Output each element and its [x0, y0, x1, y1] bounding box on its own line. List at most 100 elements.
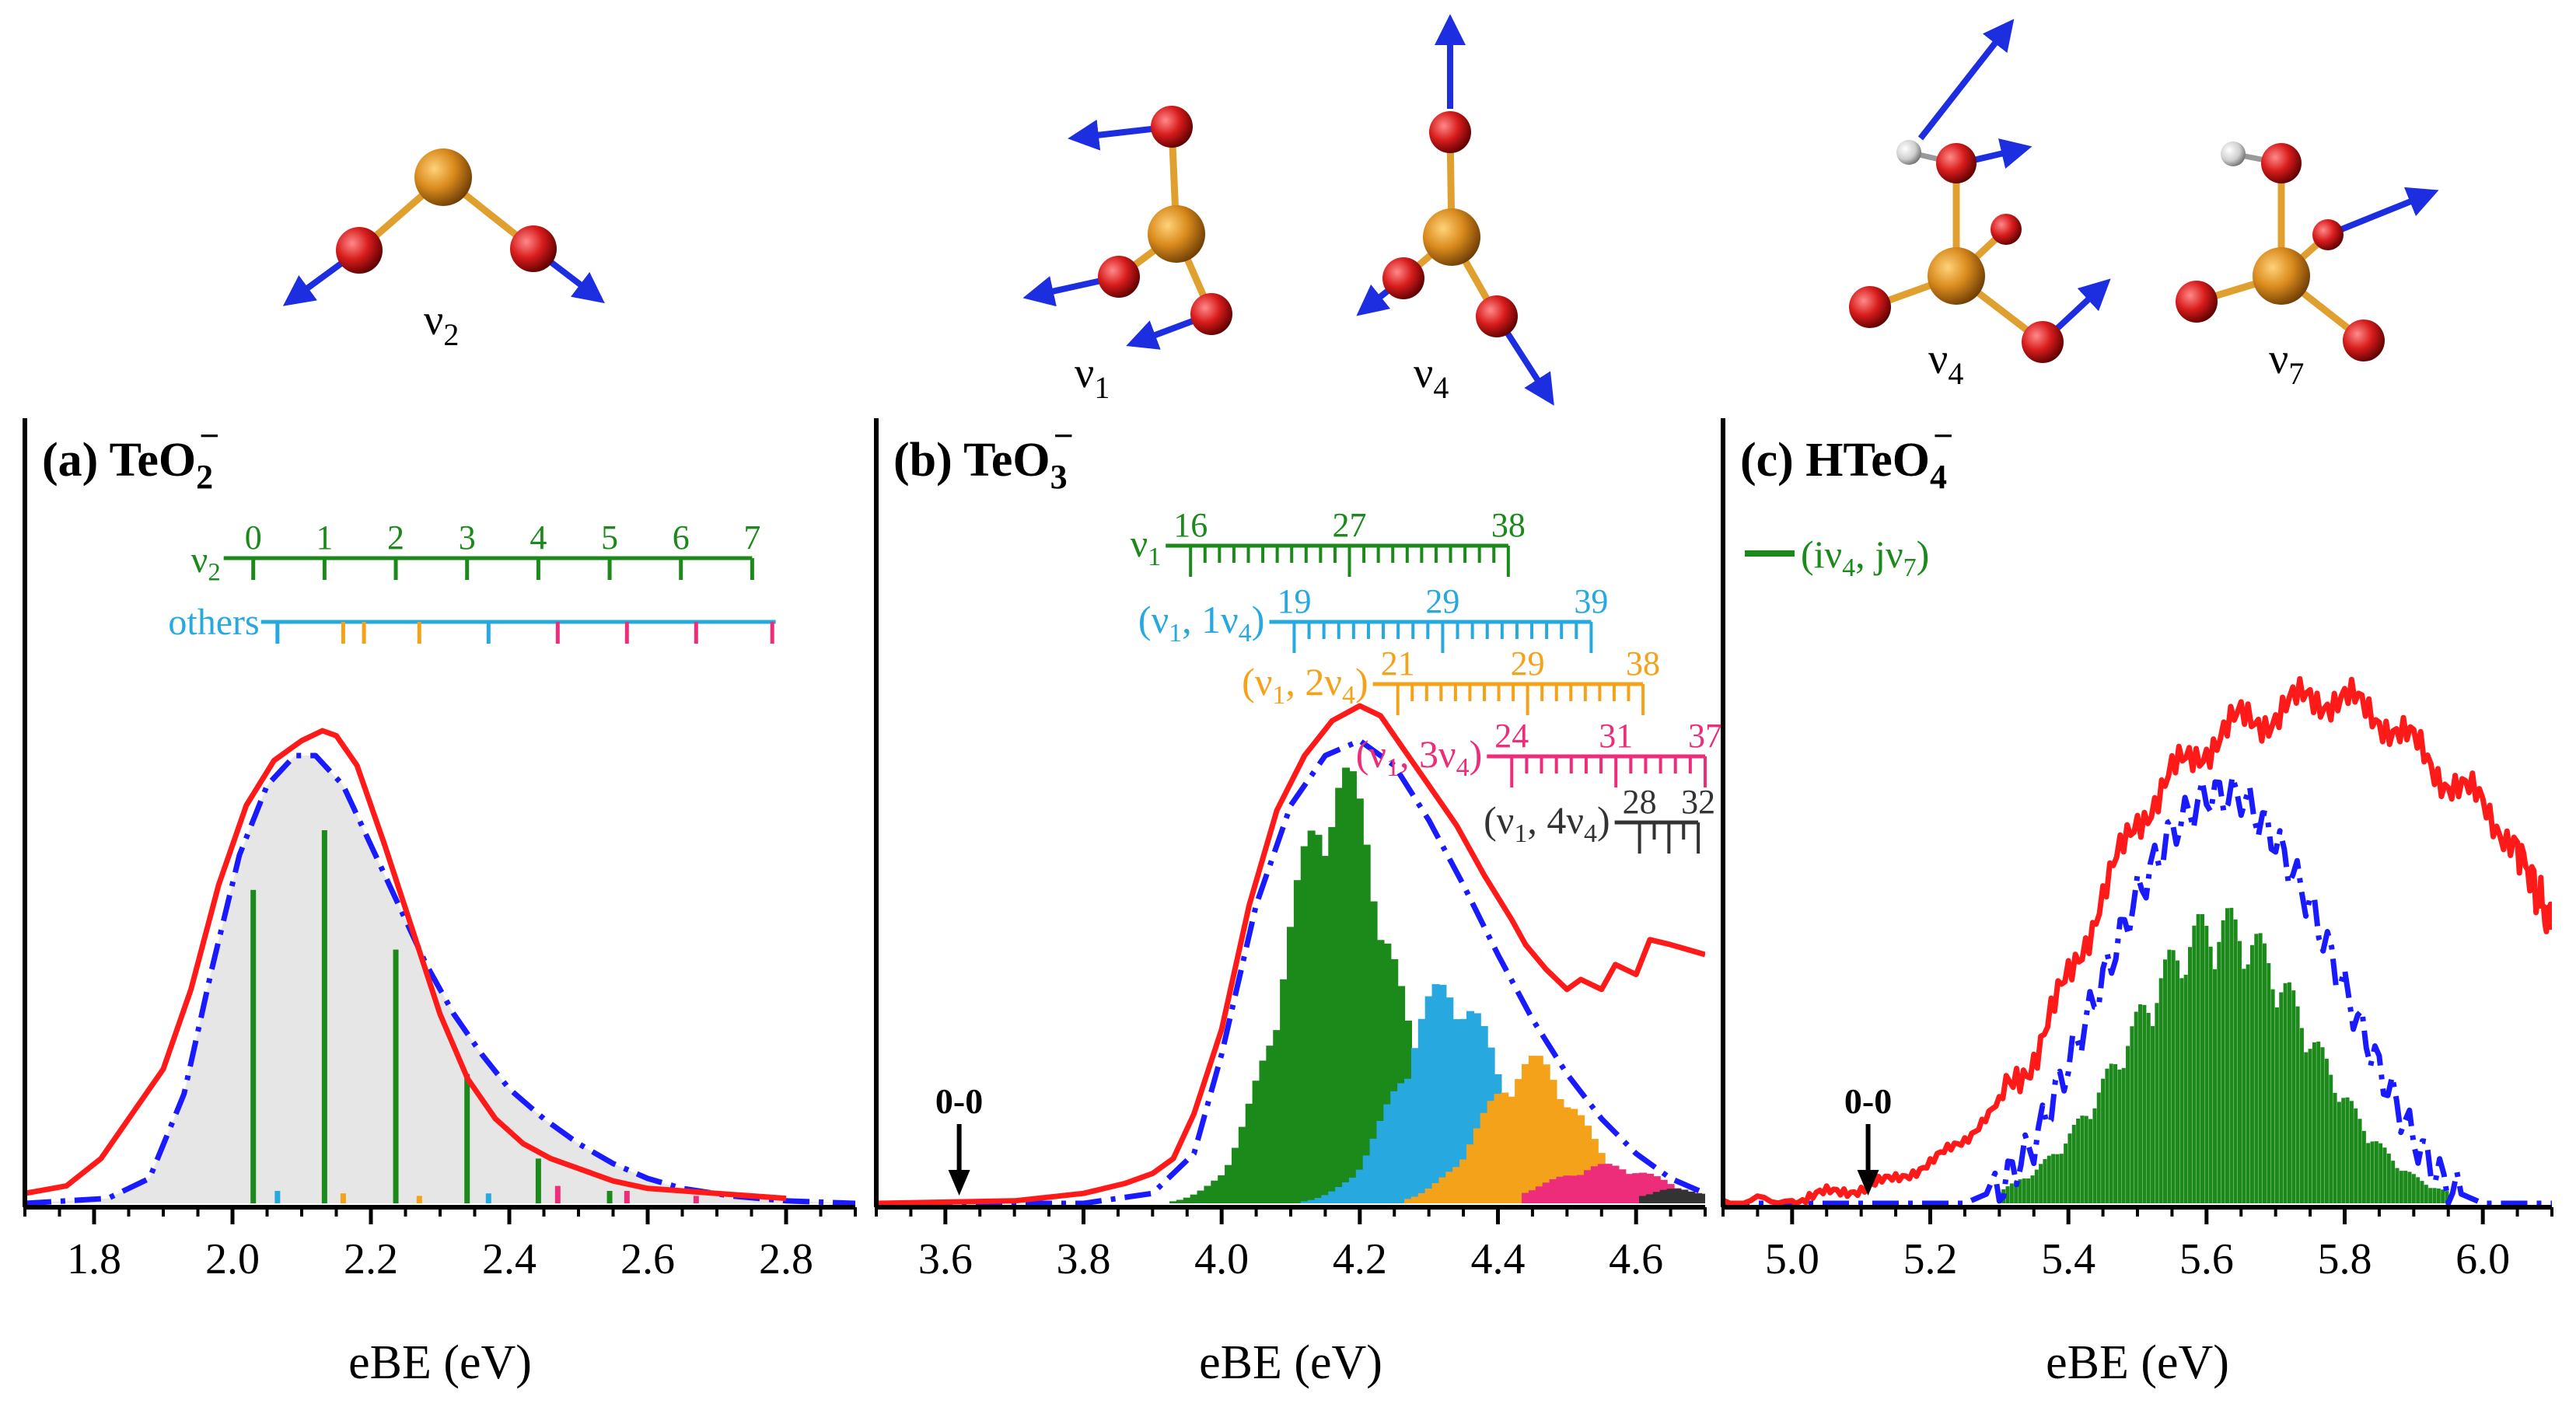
stick-bar [2436, 1188, 2441, 1203]
stick-bar [2420, 1181, 2424, 1203]
progression-label: (ν1​, 1ν4​) [1138, 598, 1265, 648]
stick-bar [2151, 1025, 2155, 1203]
stick-bar [2370, 1141, 2375, 1203]
x-tick-label: 6.0 [2455, 1235, 2510, 1283]
stick-bar [393, 949, 399, 1203]
progression-number: 19 [1277, 582, 1311, 620]
stick-bar [2096, 1092, 2101, 1203]
x-tick-label: 4.6 [1609, 1235, 1663, 1283]
progression-number: 16 [1173, 506, 1208, 544]
stick-bar [2200, 914, 2205, 1203]
stick-bar [1328, 826, 1337, 1203]
stick-bar [1314, 1198, 1323, 1203]
stick-bar [2382, 1147, 2387, 1203]
stick-bar [2109, 1063, 2113, 1203]
progression-number: 39 [1574, 582, 1608, 620]
stick-bar [1362, 1155, 1371, 1203]
stick-bar [2059, 1154, 2064, 1203]
stick-bar [2386, 1154, 2391, 1203]
panel-title: (a) TeO2− [42, 416, 219, 496]
stick-bar [2295, 1006, 2300, 1203]
stick-bar [2225, 908, 2229, 1203]
stick-bar [1438, 984, 1447, 1203]
stick-bar [2039, 1164, 2043, 1203]
stick-bar [1431, 984, 1440, 1203]
progression-number: 3 [459, 518, 476, 557]
stick-bar [2158, 978, 2163, 1203]
progression-label: others [168, 602, 259, 643]
mode-label: ν7 [2269, 335, 2304, 391]
stick-bar [1307, 1199, 1316, 1203]
stick-bar [1473, 1128, 1481, 1203]
stick-bar [1570, 1175, 1578, 1203]
stick-bar [1424, 1188, 1433, 1203]
stick-bar [1238, 1126, 1246, 1203]
stick-bar [2167, 949, 2172, 1203]
stick-bar [1369, 1138, 1378, 1203]
stick-bar [2254, 934, 2259, 1203]
stick-bar [1252, 1081, 1260, 1203]
stick-bar [2361, 1130, 2366, 1203]
stick-bar [2018, 1179, 2022, 1203]
progression-number: 37 [1688, 717, 1722, 755]
stick-bar [1618, 1169, 1627, 1203]
stick-bar [1225, 1164, 1233, 1203]
stick-bar [2246, 964, 2250, 1203]
progression-number: 6 [673, 518, 690, 557]
stick-bar [1577, 1115, 1585, 1203]
origin-annotation-arrowhead [948, 1170, 970, 1196]
stick-bar [1694, 1193, 1703, 1203]
stick-bar [1466, 1144, 1474, 1203]
stick-bar [2138, 1004, 2143, 1203]
stick-bar [2324, 1059, 2329, 1203]
stick-bar [1335, 787, 1344, 1203]
stick-bar [2121, 1067, 2126, 1203]
progression-number: 29 [1511, 644, 1545, 683]
legend-label: (iν4​, jν7​) [1801, 532, 1929, 582]
stick-bar [1473, 1013, 1481, 1203]
mode-label: ν1 [1075, 349, 1110, 405]
progression-number: 29 [1425, 582, 1459, 620]
progression-number: 2 [387, 518, 404, 557]
x-tick-label: 5.4 [2041, 1235, 2095, 1283]
stick-bar [1383, 1104, 1392, 1203]
progression-number: 38 [1626, 644, 1660, 683]
stick-bar [2287, 982, 2291, 1203]
x-axis-label: eBE (eV) [2046, 1336, 2229, 1389]
stick-bar [1390, 958, 1399, 1203]
stick-bar [624, 1191, 630, 1203]
progression-number: 24 [1494, 717, 1529, 755]
x-axis-label: eBE (eV) [348, 1336, 532, 1389]
progression-number: 31 [1599, 717, 1633, 755]
stick-bar [2337, 1102, 2341, 1203]
progression-number: 7 [743, 518, 760, 557]
stick-bar [1652, 1176, 1661, 1203]
stick-bar [1535, 1056, 1543, 1203]
stick-bar [1452, 1019, 1461, 1203]
stick-bar [1583, 1170, 1592, 1203]
stick-bar [1459, 1159, 1468, 1203]
stick-bar [1549, 1178, 1557, 1203]
stick-bar [2445, 1191, 2449, 1203]
stick-bar [1445, 997, 1454, 1203]
chart-panel-2: 3.6 3.8 4.0 4.2 4.4 4.6 eBE (eV) (b) TeO3− 0-0 ν1… [874, 416, 1722, 1389]
stick-bar [1211, 1180, 1219, 1203]
stick-bar [2171, 950, 2176, 1203]
stick-bar [1632, 1173, 1641, 1203]
stick-bar [2403, 1171, 2408, 1203]
experimental-spectrum-line [1723, 676, 2552, 1206]
stick-bar [2428, 1188, 2433, 1203]
stick-bar [485, 1193, 491, 1203]
stick-bar [1321, 856, 1330, 1203]
stick-bar [1563, 1107, 1571, 1203]
stick-bar [1625, 1174, 1634, 1203]
stick-bar [2267, 963, 2271, 1203]
stick-bar [2034, 1169, 2039, 1203]
stick-bar [1645, 1194, 1654, 1203]
stick-bar [2117, 1069, 2122, 1203]
origin-annotation-label: 0-0 [935, 1081, 983, 1121]
progression-number: 38 [1491, 506, 1526, 544]
stick-bar [1300, 1201, 1309, 1203]
stick-bar [1535, 1186, 1543, 1203]
stick-bar [1522, 1063, 1530, 1203]
